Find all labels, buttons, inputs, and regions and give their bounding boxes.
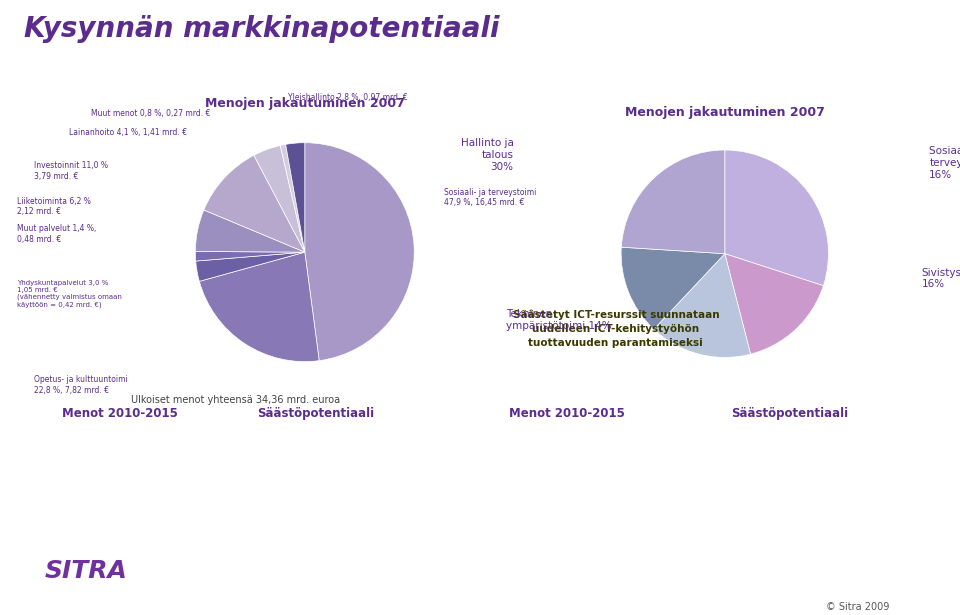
Wedge shape (253, 146, 304, 252)
Text: Kysynnän markkinapotentiaali: Kysynnän markkinapotentiaali (24, 15, 499, 44)
Text: Tekninen
ympäristötoimi 14%: Tekninen ympäristötoimi 14% (506, 309, 612, 331)
Wedge shape (196, 252, 304, 281)
Title: Menojen jakautuminen 2007: Menojen jakautuminen 2007 (625, 106, 825, 119)
Wedge shape (725, 253, 824, 354)
Wedge shape (725, 150, 828, 286)
Wedge shape (304, 143, 414, 360)
Text: Investoinnit 11,0 %
3,79 mrd. €: Investoinnit 11,0 % 3,79 mrd. € (34, 161, 108, 181)
Text: 6 230 milj. €: 6 230 milj. € (543, 463, 649, 478)
Text: 14: 14 (902, 561, 918, 574)
Wedge shape (654, 253, 751, 357)
Text: Lainanhoito 4,1 %, 1,41 mrd. €: Lainanhoito 4,1 %, 1,41 mrd. € (69, 128, 187, 137)
Text: Säästöpotentiaali: Säästöpotentiaali (732, 407, 849, 420)
Wedge shape (196, 210, 304, 252)
Text: Menot 2010-2015: Menot 2010-2015 (62, 407, 179, 420)
Text: Opetus- ja kulttuuntoimi
22,8 %, 7,82 mrd. €: Opetus- ja kulttuuntoimi 22,8 %, 7,82 mr… (34, 375, 128, 395)
Text: Yleishallinto 2,8 %, 0,97 mrd. €: Yleishallinto 2,8 %, 0,97 mrd. € (288, 93, 408, 103)
Text: Sivistystoimi
16%: Sivistystoimi 16% (922, 268, 960, 289)
Text: Sosiaali- ja terveystoimi
47,9 %, 16,45 mrd. €: Sosiaali- ja terveystoimi 47,9 %, 16,45 … (444, 188, 536, 207)
Text: Kuntien ulkoiset menot: Kuntien ulkoiset menot (131, 65, 349, 83)
Text: Säästöpotentiaali: Säästöpotentiaali (257, 407, 374, 420)
Wedge shape (196, 252, 304, 261)
Text: © Sitra 2009: © Sitra 2009 (826, 602, 889, 612)
Text: Hallinto ja
talous
30%: Hallinto ja talous 30% (461, 138, 514, 172)
Text: Kuntien ICT-menot: Kuntien ICT-menot (632, 65, 804, 83)
Wedge shape (280, 145, 304, 252)
Wedge shape (200, 252, 319, 362)
Text: Liiketoiminta 6,2 %
2,12 mrd. €: Liiketoiminta 6,2 % 2,12 mrd. € (17, 197, 91, 216)
Text: Sosiaali- ja
terveystoimi
16%: Sosiaali- ja terveystoimi 16% (929, 146, 960, 180)
Text: 256,24 mrd. €: 256,24 mrd. € (65, 463, 185, 478)
Text: SITRA: SITRA (45, 559, 128, 584)
Text: Menot 2010-2015: Menot 2010-2015 (509, 407, 625, 420)
Wedge shape (204, 155, 304, 252)
Text: Muut menot 0,8 %, 0,27 mrd. €: Muut menot 0,8 %, 0,27 mrd. € (91, 109, 210, 119)
Text: Yhdyskuntapalvelut 3,0 %
1,05 mrd. €
(vähennetty valmistus omaan
käyttöön = 0,42: Yhdyskuntapalvelut 3,0 % 1,05 mrd. € (vä… (17, 280, 122, 308)
Text: Säästetyt ICT-resurssit suunnataan
uudelleen ICT-kehitystyöhön
tuottavuuden para: Säästetyt ICT-resurssit suunnataan uudel… (513, 310, 719, 348)
Text: Muut palvelut 1,4 %,
0,48 mrd. €: Muut palvelut 1,4 %, 0,48 mrd. € (17, 224, 97, 244)
Text: 10/1/09: 10/1/09 (835, 561, 883, 574)
Wedge shape (621, 150, 725, 253)
Text: 12,79 mrd. €: 12,79 mrd. € (295, 463, 404, 478)
Wedge shape (621, 247, 725, 329)
Text: Ulkoiset menot yhteensä 34,36 mrd. euroa: Ulkoiset menot yhteensä 34,36 mrd. euroa (131, 395, 340, 405)
Title: Menojen jakautuminen 2007: Menojen jakautuminen 2007 (204, 97, 405, 110)
Text: 644 milj. €: 644 milj. € (780, 463, 871, 478)
Wedge shape (286, 143, 305, 252)
